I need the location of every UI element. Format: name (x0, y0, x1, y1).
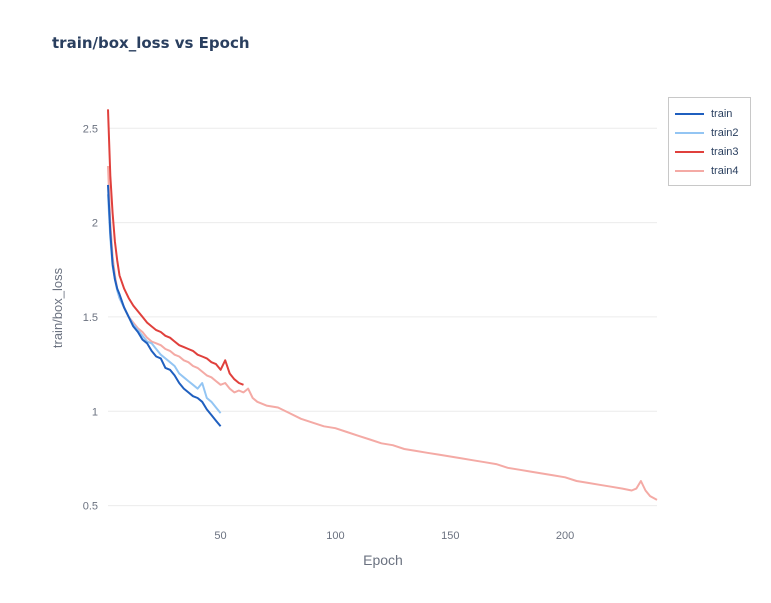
series-line-train2 (107, 194, 222, 414)
series-line-train4 (107, 165, 658, 501)
y-tick-label: 0.5 (83, 501, 98, 513)
y-tick-label: 1 (92, 406, 98, 418)
y-tick-label: 2.5 (83, 123, 98, 135)
chart-title: train/box_loss vs Epoch (52, 34, 250, 52)
x-tick-label: 100 (326, 530, 344, 542)
y-axis-label: train/box_loss (50, 267, 65, 348)
legend-item-train3[interactable]: train3 (675, 142, 750, 161)
legend-swatch (675, 131, 704, 134)
legend: train train2 train3 train4 (668, 97, 751, 186)
legend-swatch (675, 112, 704, 115)
legend-swatch (675, 169, 704, 172)
x-tick-label: 200 (556, 530, 574, 542)
x-tick-label: 50 (214, 530, 226, 542)
legend-label: train (711, 107, 733, 120)
series-line-train3 (107, 109, 244, 386)
legend-item-train4[interactable]: train4 (675, 161, 750, 180)
x-axis-label: Epoch (363, 552, 403, 568)
legend-label: train2 (711, 126, 739, 139)
x-tick-label: 150 (441, 530, 459, 542)
y-tick-label: 1.5 (83, 312, 98, 324)
gridlines (108, 127, 657, 507)
legend-item-train[interactable]: train (675, 104, 750, 123)
series-line-train (107, 184, 222, 427)
legend-label: train3 (711, 145, 739, 158)
tick-labels: 0.5 1 1.5 2 2.5 50 100 150 200 (83, 123, 575, 542)
series-lines (107, 109, 658, 501)
y-tick-label: 2 (92, 218, 98, 230)
legend-swatch (675, 150, 704, 153)
legend-item-train2[interactable]: train2 (675, 123, 750, 142)
legend-label: train4 (711, 164, 739, 177)
